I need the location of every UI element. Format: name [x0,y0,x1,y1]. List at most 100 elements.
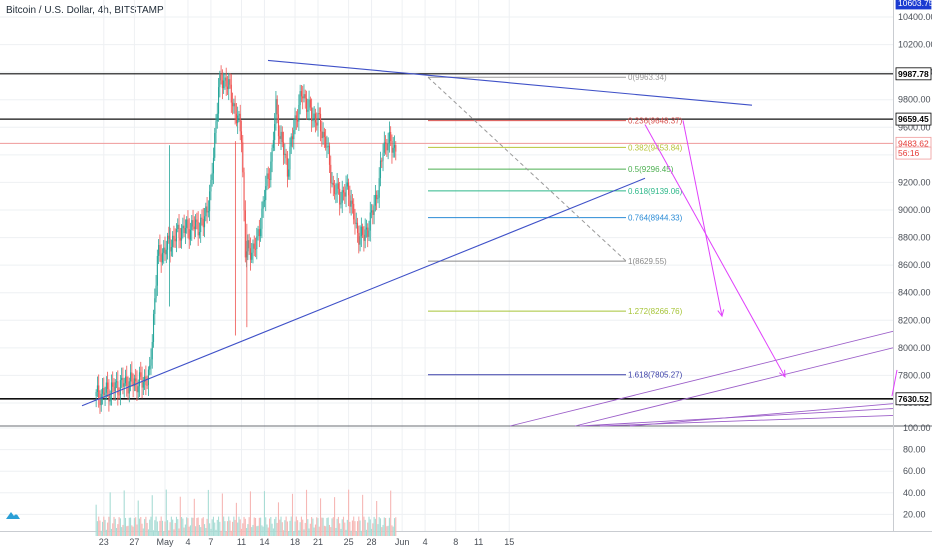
candle-body [390,131,392,142]
candle-body [234,103,236,114]
volume-bar [297,520,299,536]
candle-body [330,164,332,184]
candle-body [100,393,102,406]
volume-bar [326,517,328,536]
candle-body [131,372,133,382]
volume-bar [392,526,394,536]
volume-bar [330,527,332,536]
candle-body [114,382,116,392]
volume-bar [349,521,351,536]
channel-line[interactable] [509,330,894,427]
support-trend-line[interactable] [81,177,646,407]
volume-bar [146,522,148,536]
volume-bar [261,525,263,536]
candle-body [230,84,232,103]
candle-body [392,147,394,153]
candle-body [279,136,281,139]
candle-body [311,107,313,122]
fib-level-label: 0.618(9139.06) [628,187,683,196]
candle-body [379,160,382,179]
time-axis-label: 27 [129,537,139,547]
price-axis-label: 8800.00 [898,233,931,243]
candle-body [191,220,193,230]
fib-level-label: 0(9963.34) [628,73,667,82]
price-tag[interactable]: 9987.78 [895,67,932,81]
volume-bar [104,519,106,536]
candle-body [291,136,294,140]
volume-bar [247,524,249,536]
fibonacci-retracement[interactable]: 0(9963.34) 0.236(9648.37) 0.382(9453.84) 0.… [427,73,683,380]
price-tag[interactable]: 9659.45 [895,112,932,126]
candle-body [239,113,241,132]
volume-bar [117,524,119,536]
candle-body [147,369,149,386]
volume-bar [130,517,132,536]
volume-bar [276,522,278,536]
volume-bar [135,517,137,536]
volume-bar [314,524,316,536]
volume-bar [272,528,274,536]
candle-body [316,122,318,126]
candle-body [303,94,305,99]
volume-bar [318,526,320,536]
candle-body [275,99,277,125]
candle-body [371,210,373,213]
candle-body [161,252,163,263]
price-tag-label: 9987.78 [898,69,929,79]
time-axis-label: 25 [344,537,354,547]
candle-body [181,228,183,241]
volume-bar [170,516,172,536]
volume-bar [175,516,178,536]
volume-bar [114,518,116,536]
candle-body [110,382,112,395]
volume-bar [215,529,217,536]
projection-arrows[interactable] [644,120,898,397]
projection-arrow-1[interactable] [682,120,723,317]
projection-arrow-3[interactable] [891,369,898,397]
volume-bar [226,521,229,536]
channel-line[interactable] [629,403,894,427]
horizontal-levels[interactable] [0,0,893,400]
candle-body [272,140,274,148]
channel-line[interactable] [574,347,894,427]
candle-body [109,394,111,402]
price-tag[interactable]: 7630.52 [895,392,932,406]
candle-body [309,99,311,108]
time-axis[interactable]: 23 27 May 4 7 11 14 18 21 25 28 Jun 4 8 11 15 [99,537,514,547]
volume-bar [291,493,294,536]
volume-bar [289,520,291,536]
volume-bar [373,516,375,536]
candle-body [265,186,267,201]
price-tag[interactable]: 56:16 [895,146,932,160]
price-axis[interactable]: 10400.0010200.0010000.009800.009600.0094… [895,0,932,519]
volume-bar [160,516,162,536]
channel-lines[interactable] [509,330,894,427]
volume-bar [385,517,387,536]
volume-bar [279,519,281,536]
price-axis-label: 8200.00 [898,315,931,325]
volume-bar [374,518,376,536]
candle-body [363,234,365,241]
candle-body [142,381,144,388]
candle-body [98,385,100,398]
volume-bar [124,517,127,536]
volume-bar [390,490,392,536]
volume-bar [317,518,319,536]
price-tag[interactable]: 10603.75 [895,0,932,10]
volume-bar [128,517,130,536]
volume-bar [277,502,280,536]
volume-bar [216,519,218,536]
candle-body [124,376,127,384]
fib-trend-line[interactable] [427,76,627,262]
time-axis-label: 11 [474,537,483,547]
candle-body [112,382,114,387]
trend-lines[interactable] [81,59,753,407]
resistance-trend-line[interactable] [267,59,753,106]
candle-body [96,385,98,392]
candle-body [107,382,109,389]
candle-body [288,169,290,177]
candle-body [345,186,347,197]
projection-arrow-2[interactable] [644,124,786,378]
volume-bar [269,518,271,536]
